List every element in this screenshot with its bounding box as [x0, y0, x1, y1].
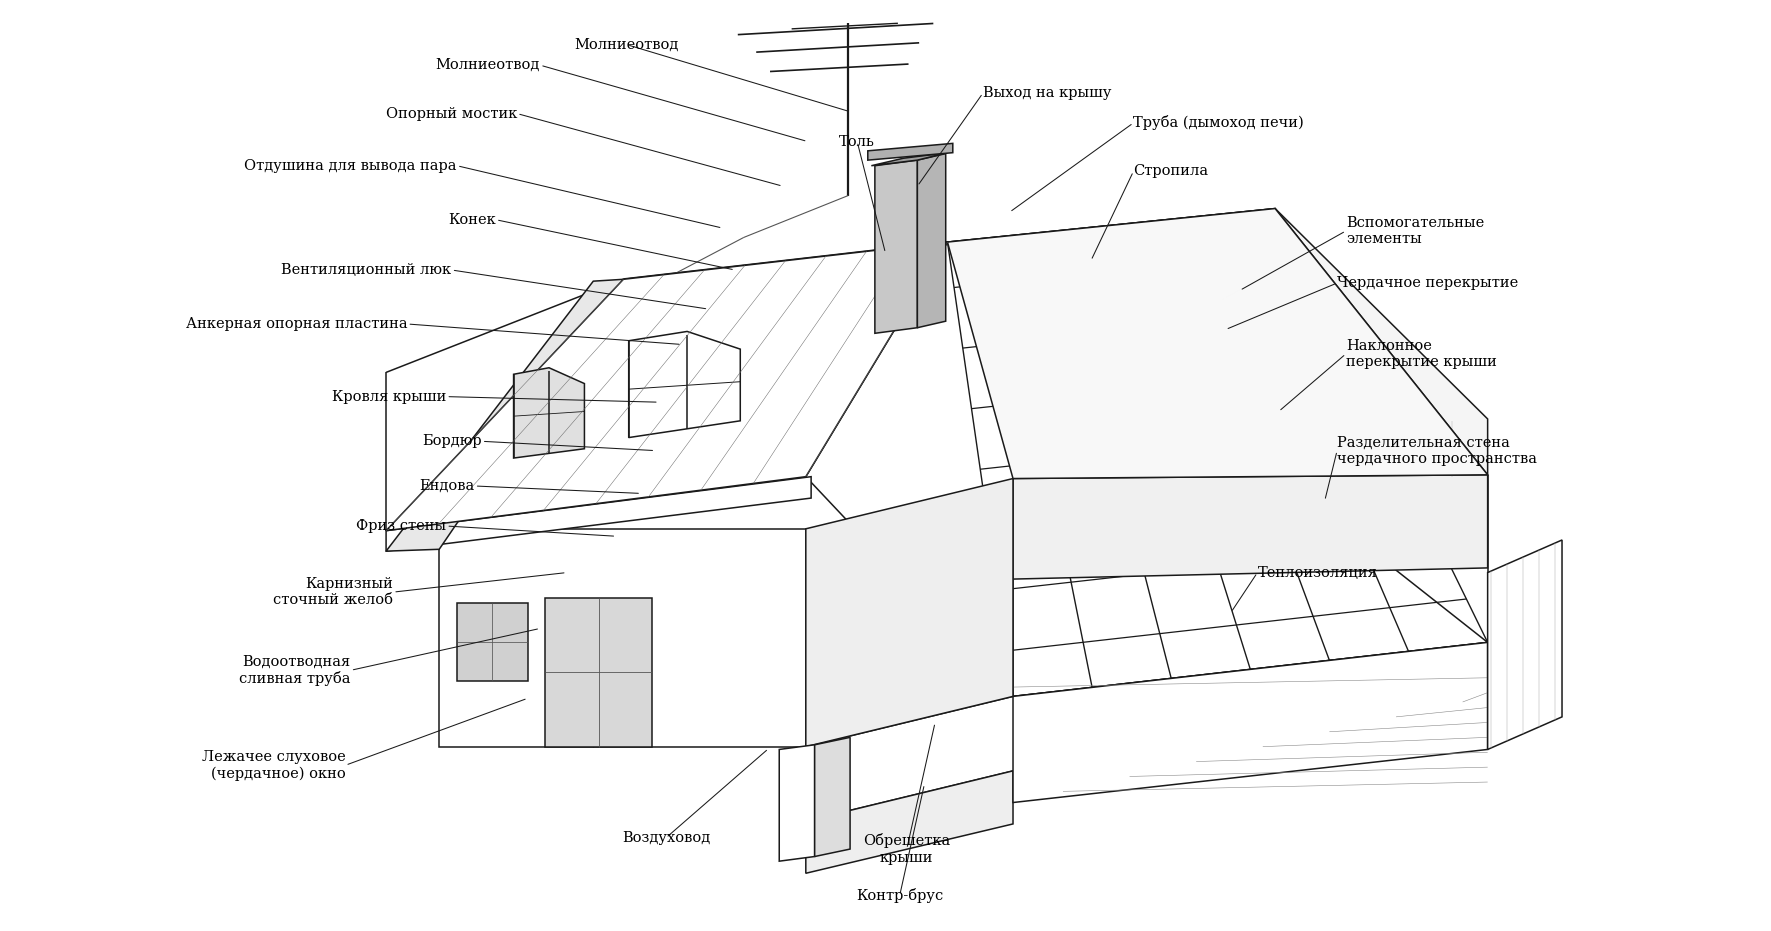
Polygon shape — [947, 209, 1488, 479]
Text: Молниеотвод: Молниеотвод — [436, 58, 540, 73]
Polygon shape — [1013, 475, 1488, 579]
Text: Толь: Толь — [839, 134, 875, 149]
Text: Вспомогательные
элементы: Вспомогательные элементы — [1346, 216, 1484, 246]
Text: Лежачее слуховое
(чердачное) окно: Лежачее слуховое (чердачное) окно — [202, 750, 345, 780]
Text: Анкерная опорная пластина: Анкерная опорная пластина — [186, 317, 407, 331]
Text: Контр-брус: Контр-брус — [855, 888, 944, 903]
Polygon shape — [917, 154, 946, 328]
Text: Бордюр: Бордюр — [421, 434, 482, 449]
Text: Водоотводная
сливная труба: Водоотводная сливная труба — [239, 654, 351, 686]
Text: Воздуховод: Воздуховод — [622, 830, 710, 845]
Text: Обрешетка
крыши: Обрешетка крыши — [862, 833, 951, 865]
Polygon shape — [514, 368, 584, 458]
Polygon shape — [1488, 540, 1562, 749]
Polygon shape — [806, 479, 1013, 747]
Text: Конек: Конек — [448, 212, 496, 227]
Polygon shape — [875, 160, 917, 333]
Polygon shape — [806, 209, 1488, 696]
Polygon shape — [386, 279, 623, 551]
Polygon shape — [545, 598, 652, 747]
Text: Вентиляционный люк: Вентиляционный люк — [282, 263, 452, 277]
Text: Молниеотвод: Молниеотвод — [576, 37, 678, 52]
Polygon shape — [629, 331, 740, 438]
Polygon shape — [386, 477, 811, 551]
Text: Наклонное
перекрытие крыши: Наклонное перекрытие крыши — [1346, 339, 1496, 369]
Text: Труба (дымоход печи): Труба (дымоход печи) — [1133, 115, 1303, 130]
Text: Разделительная стена
чердачного пространства: Разделительная стена чердачного простран… — [1337, 436, 1537, 466]
Text: Опорный мостик: Опорный мостик — [386, 106, 517, 121]
Text: Фриз стены: Фриз стены — [356, 519, 446, 533]
Text: Стропила: Стропила — [1133, 164, 1208, 179]
Polygon shape — [1013, 642, 1488, 803]
Polygon shape — [779, 745, 815, 861]
Polygon shape — [871, 153, 947, 166]
Polygon shape — [815, 737, 850, 857]
Text: Теплоизоляция: Теплоизоляция — [1257, 565, 1378, 580]
Polygon shape — [806, 642, 1488, 821]
Text: Карнизный
сточный желоб: Карнизный сточный желоб — [273, 577, 393, 607]
Polygon shape — [868, 143, 953, 160]
Text: Чердачное перекрытие: Чердачное перекрытие — [1337, 276, 1518, 290]
Polygon shape — [457, 603, 528, 681]
Text: Ендова: Ендова — [420, 479, 475, 493]
Polygon shape — [806, 771, 1013, 873]
Polygon shape — [947, 209, 1488, 479]
Text: Выход на крышу: Выход на крышу — [983, 86, 1112, 101]
Polygon shape — [386, 242, 947, 531]
Text: Кровля крыши: Кровля крыши — [331, 389, 446, 404]
Text: Отдушина для вывода пара: Отдушина для вывода пара — [244, 158, 457, 173]
Polygon shape — [439, 529, 806, 747]
